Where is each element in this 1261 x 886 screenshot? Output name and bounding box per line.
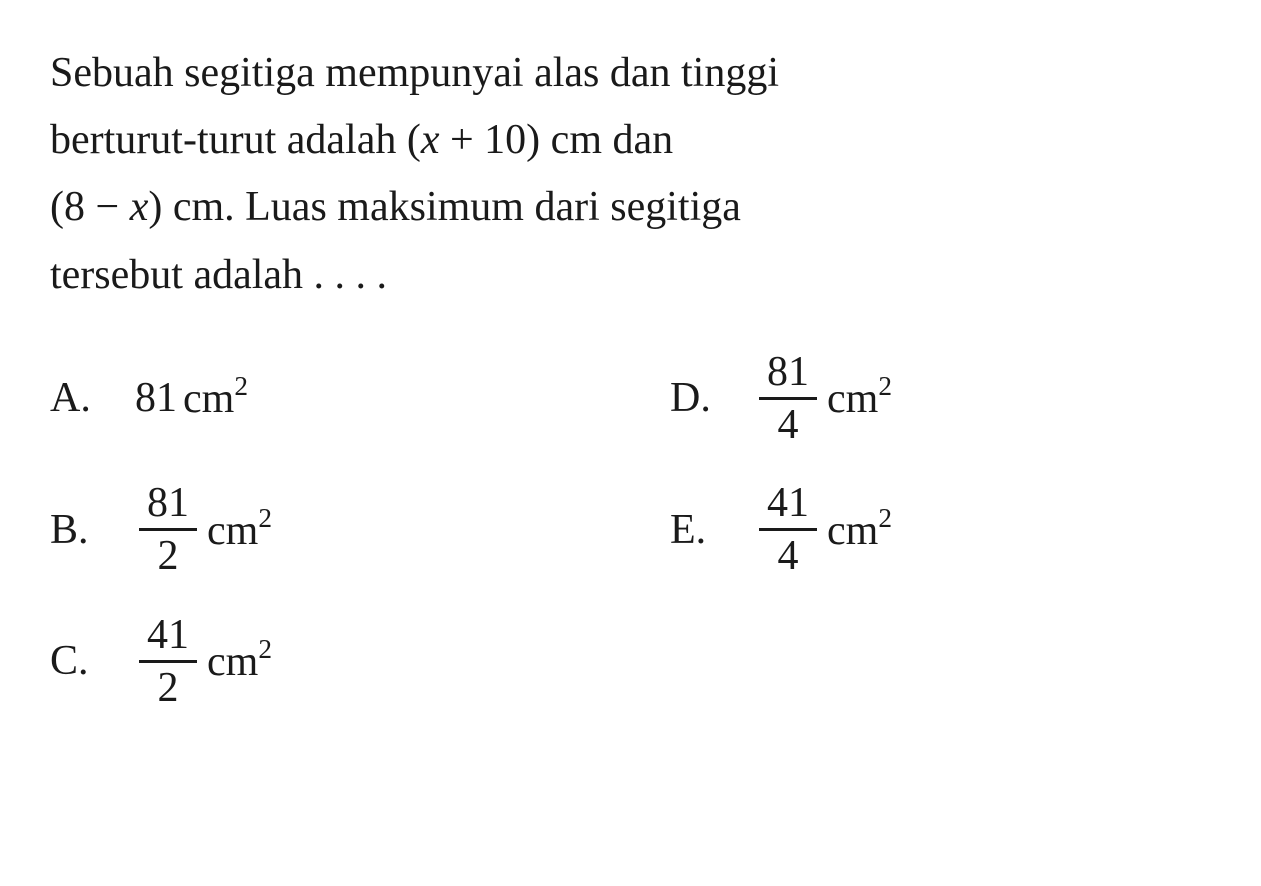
unit-base: cm: [827, 508, 878, 554]
option-unit: cm2: [207, 636, 272, 686]
options-container: A. 81 cm2 D. 81 4 cm2 B. 81 2: [50, 349, 1211, 711]
fraction-numerator: 41: [759, 480, 817, 531]
unit-base: cm: [827, 376, 878, 422]
unit-exponent: 2: [258, 503, 272, 533]
fraction: 41 4: [759, 480, 817, 579]
option-label: A.: [50, 374, 135, 422]
option-unit: cm2: [207, 505, 272, 555]
question-text-segment: + 10) cm dan: [440, 117, 674, 163]
fraction: 81 2: [139, 480, 197, 579]
option-c: C. 41 2 cm2: [50, 612, 670, 711]
option-label: B.: [50, 506, 135, 554]
variable-x: x: [421, 117, 440, 163]
fraction-denominator: 2: [150, 531, 187, 579]
unit-exponent: 2: [258, 634, 272, 664]
option-value: 81 4 cm2: [755, 349, 892, 448]
option-unit: cm2: [827, 373, 892, 423]
fraction-numerator: 41: [139, 612, 197, 663]
option-a: A. 81 cm2: [50, 349, 670, 448]
unit-exponent: 2: [878, 503, 892, 533]
fraction-numerator: 81: [139, 480, 197, 531]
unit-exponent: 2: [878, 371, 892, 401]
option-value: 41 2 cm2: [135, 612, 272, 711]
question-text-segment: ) cm. Luas maksimum dari segitiga: [148, 184, 741, 230]
question-text-segment: (8 −: [50, 184, 130, 230]
option-value: 81 2 cm2: [135, 480, 272, 579]
option-value: 81 cm2: [135, 373, 248, 423]
question-text-segment: berturut-turut adalah (: [50, 117, 421, 163]
question-line-1: Sebuah segitiga mempunyai alas dan tingg…: [50, 40, 1211, 107]
option-label: C.: [50, 637, 135, 685]
unit-base: cm: [207, 639, 258, 685]
question-text-segment: tersebut adalah . . . .: [50, 252, 387, 298]
option-b: B. 81 2 cm2: [50, 480, 670, 579]
question-line-2: berturut-turut adalah (x + 10) cm dan: [50, 107, 1211, 174]
option-unit: cm2: [183, 373, 248, 423]
fraction: 41 2: [139, 612, 197, 711]
option-label: D.: [670, 374, 755, 422]
unit-base: cm: [183, 376, 234, 422]
question-line-3: (8 − x) cm. Luas maksimum dari segitiga: [50, 174, 1211, 241]
fraction-denominator: 4: [770, 400, 807, 448]
option-e: E. 41 4 cm2: [670, 480, 1261, 579]
fraction-numerator: 81: [759, 349, 817, 400]
fraction-denominator: 2: [150, 663, 187, 711]
question-text: Sebuah segitiga mempunyai alas dan tingg…: [50, 40, 1211, 309]
unit-base: cm: [207, 508, 258, 554]
options-row-1: A. 81 cm2 D. 81 4 cm2: [50, 349, 1211, 448]
option-label: E.: [670, 506, 755, 554]
fraction-denominator: 4: [770, 531, 807, 579]
options-row-2: B. 81 2 cm2 E. 41 4 cm2: [50, 480, 1211, 579]
unit-exponent: 2: [234, 371, 248, 401]
option-value: 41 4 cm2: [755, 480, 892, 579]
option-d: D. 81 4 cm2: [670, 349, 1261, 448]
option-unit: cm2: [827, 505, 892, 555]
question-text-segment: Sebuah segitiga mempunyai alas dan tingg…: [50, 50, 779, 96]
fraction: 81 4: [759, 349, 817, 448]
options-row-3: C. 41 2 cm2: [50, 612, 1211, 711]
variable-x: x: [130, 184, 149, 230]
question-line-4: tersebut adalah . . . .: [50, 242, 1211, 309]
option-number: 81: [135, 374, 177, 422]
